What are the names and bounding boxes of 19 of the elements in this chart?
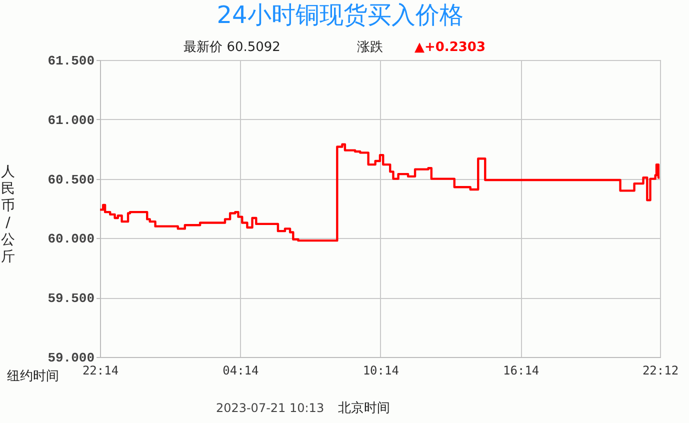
text: 北京时间 (338, 401, 390, 416)
x-axis-title: 纽约时间 (7, 369, 59, 384)
x-tick-label: 10:14 (362, 364, 399, 378)
chart-subtitle: 最新价 60.5092 (184, 40, 280, 55)
x-tick-label: 04:14 (222, 364, 259, 378)
x-tick-label: 16:14 (503, 364, 540, 378)
x-tick-label: 22:14 (82, 364, 119, 378)
y-tick-label: 59.000 (48, 350, 95, 366)
y-tick-label: 60.500 (48, 172, 95, 188)
text: 涨跌 (357, 40, 383, 55)
y-tick-label: 61.500 (48, 54, 95, 68)
y-tick-label: 61.000 (48, 112, 95, 128)
x-tick-label: 22:12 (642, 364, 679, 378)
y-tick-label: 59.500 (48, 291, 95, 306)
chart-title: 24小时铜现货买入价格 (216, 1, 464, 29)
y-axis-title: 人民币/公斤 (1, 164, 15, 265)
text: ▲+0.2303 (414, 40, 486, 55)
text: 2023-07-21 10:13 (216, 401, 324, 415)
y-tick-label: 60.000 (48, 232, 95, 247)
